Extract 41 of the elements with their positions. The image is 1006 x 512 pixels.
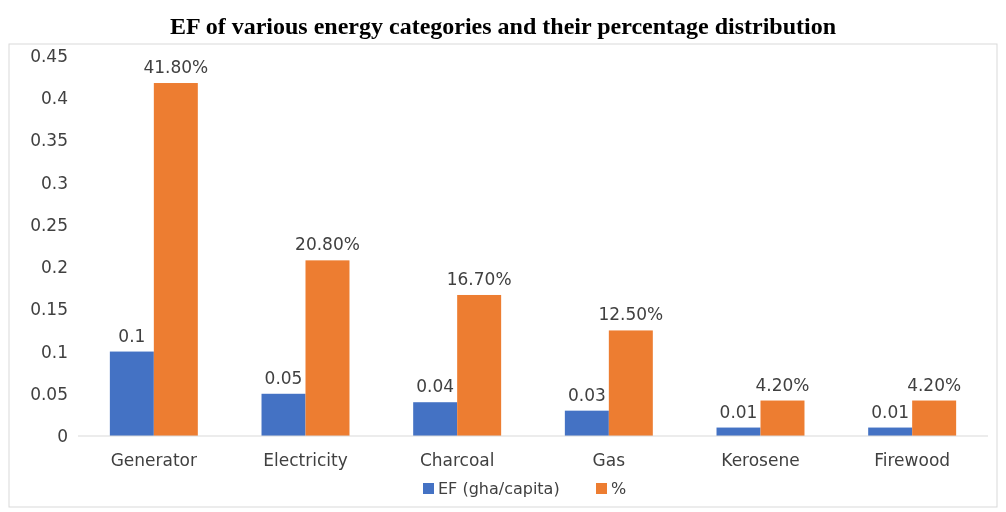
y-tick-label: 0.05	[30, 383, 68, 404]
legend-label: EF (gha/capita)	[438, 479, 560, 498]
x-tick-label: Firewood	[874, 450, 951, 470]
x-tick-label: Kerosene	[721, 450, 800, 470]
bar	[261, 393, 306, 436]
bar	[153, 83, 198, 436]
data-label: 0.01	[871, 401, 910, 422]
data-label: 20.80%	[295, 234, 360, 255]
data-label: 16.70%	[446, 268, 512, 289]
x-tick-label: Generator	[110, 450, 198, 470]
x-tick-label: Charcoal	[419, 450, 495, 470]
data-label: 41.80%	[143, 57, 209, 78]
y-tick-label: 0.35	[30, 130, 68, 151]
bar	[564, 410, 609, 436]
y-tick-label: 0.45	[30, 46, 68, 66]
data-label: 0.04	[416, 376, 455, 397]
bar	[305, 260, 350, 436]
data-label: 12.50%	[598, 304, 664, 325]
bar	[413, 402, 458, 436]
bar	[608, 330, 653, 436]
x-tick-label: Gas	[592, 450, 626, 470]
data-label: 0.03	[567, 384, 606, 405]
y-tick-label: 0.1	[40, 341, 68, 362]
x-tick-label: Electricity	[263, 450, 348, 470]
legend-label: %	[611, 479, 627, 498]
y-tick-label: 0.25	[30, 214, 68, 235]
data-label: 4.20%	[755, 374, 810, 395]
bar	[760, 400, 805, 436]
data-label: 0.1	[118, 325, 146, 346]
chart-title: EF of various energy categories and their percentage distribution	[169, 13, 837, 39]
y-tick-label: 0.3	[40, 172, 68, 193]
bar	[457, 294, 502, 436]
data-label: 0.01	[719, 401, 758, 422]
bar	[912, 400, 957, 436]
bar	[109, 351, 154, 436]
data-label: 4.20%	[907, 374, 962, 395]
data-label: 0.05	[264, 367, 303, 388]
y-tick-label: 0.2	[40, 257, 68, 278]
y-tick-label: 0.4	[40, 88, 68, 109]
y-tick-label: 0	[57, 426, 68, 446]
y-tick-label: 0.15	[30, 299, 68, 320]
